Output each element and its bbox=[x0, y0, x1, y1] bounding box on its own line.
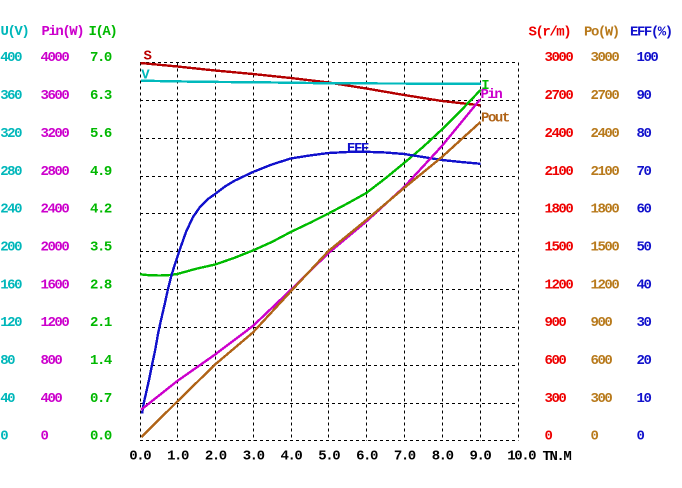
svg-text:160: 160 bbox=[0, 277, 22, 293]
svg-text:2.8: 2.8 bbox=[90, 277, 112, 293]
svg-text:300: 300 bbox=[591, 391, 613, 407]
svg-text:4.0: 4.0 bbox=[281, 449, 303, 465]
svg-text:50: 50 bbox=[637, 239, 652, 255]
svg-text:I: I bbox=[481, 78, 489, 94]
svg-text:40: 40 bbox=[0, 391, 15, 407]
svg-text:240: 240 bbox=[0, 202, 22, 218]
svg-text:60: 60 bbox=[637, 202, 652, 218]
svg-text:2400: 2400 bbox=[591, 126, 620, 142]
svg-text:3000: 3000 bbox=[591, 50, 620, 66]
svg-text:2700: 2700 bbox=[591, 88, 620, 104]
svg-text:5.0: 5.0 bbox=[318, 449, 340, 465]
svg-text:900: 900 bbox=[591, 315, 613, 331]
svg-text:1200: 1200 bbox=[545, 277, 574, 293]
svg-text:400: 400 bbox=[0, 50, 22, 66]
svg-text:2.1: 2.1 bbox=[90, 315, 112, 331]
svg-text:1.0: 1.0 bbox=[167, 449, 189, 465]
svg-text:1500: 1500 bbox=[545, 239, 574, 255]
svg-text:2100: 2100 bbox=[591, 164, 620, 180]
svg-text:600: 600 bbox=[545, 353, 567, 369]
svg-text:Pout: Pout bbox=[481, 111, 510, 127]
svg-text:U(V): U(V) bbox=[1, 24, 29, 40]
svg-text:2100: 2100 bbox=[545, 164, 574, 180]
svg-text:280: 280 bbox=[0, 164, 22, 180]
svg-text:0: 0 bbox=[545, 429, 553, 445]
svg-text:4.2: 4.2 bbox=[90, 202, 112, 218]
svg-text:3.5: 3.5 bbox=[90, 239, 112, 255]
svg-text:Pin(W): Pin(W) bbox=[42, 24, 84, 40]
svg-text:1600: 1600 bbox=[41, 277, 70, 293]
svg-text:9.0: 9.0 bbox=[470, 449, 492, 465]
svg-text:8.0: 8.0 bbox=[432, 449, 454, 465]
svg-text:800: 800 bbox=[41, 353, 63, 369]
svg-text:6.3: 6.3 bbox=[90, 88, 112, 104]
svg-text:0.0: 0.0 bbox=[129, 449, 151, 465]
svg-text:I(A): I(A) bbox=[89, 24, 117, 40]
svg-text:1800: 1800 bbox=[545, 202, 574, 218]
svg-text:320: 320 bbox=[0, 126, 22, 142]
svg-text:70: 70 bbox=[637, 164, 652, 180]
svg-text:EFF(%): EFF(%) bbox=[630, 25, 672, 41]
svg-text:2800: 2800 bbox=[41, 164, 70, 180]
svg-text:10.0: 10.0 bbox=[507, 449, 536, 465]
svg-text:0: 0 bbox=[41, 429, 49, 445]
svg-text:1800: 1800 bbox=[591, 202, 620, 218]
svg-text:40: 40 bbox=[637, 277, 652, 293]
svg-text:3600: 3600 bbox=[41, 88, 70, 104]
svg-text:2400: 2400 bbox=[41, 202, 70, 218]
svg-text:400: 400 bbox=[41, 391, 63, 407]
svg-text:300: 300 bbox=[545, 391, 567, 407]
svg-text:200: 200 bbox=[0, 239, 22, 255]
svg-text:20: 20 bbox=[637, 353, 652, 369]
svg-text:1200: 1200 bbox=[591, 277, 620, 293]
svg-text:2400: 2400 bbox=[545, 126, 574, 142]
svg-text:7.0: 7.0 bbox=[90, 50, 112, 66]
svg-text:6.0: 6.0 bbox=[356, 449, 378, 465]
svg-text:360: 360 bbox=[0, 88, 22, 104]
svg-text:2.0: 2.0 bbox=[205, 449, 227, 465]
svg-text:1200: 1200 bbox=[41, 315, 70, 331]
svg-text:80: 80 bbox=[637, 126, 652, 142]
svg-text:4.9: 4.9 bbox=[90, 164, 112, 180]
svg-text:900: 900 bbox=[545, 315, 567, 331]
svg-text:120: 120 bbox=[0, 315, 22, 331]
svg-text:TN.M: TN.M bbox=[543, 449, 572, 465]
svg-text:7.0: 7.0 bbox=[394, 449, 416, 465]
svg-text:1.4: 1.4 bbox=[90, 353, 112, 369]
svg-text:V: V bbox=[141, 67, 150, 83]
svg-text:Pin: Pin bbox=[481, 87, 503, 103]
svg-text:100: 100 bbox=[637, 50, 659, 66]
svg-text:10: 10 bbox=[637, 391, 652, 407]
svg-text:0: 0 bbox=[591, 429, 599, 445]
svg-text:3200: 3200 bbox=[41, 126, 70, 142]
svg-text:2000: 2000 bbox=[41, 239, 70, 255]
svg-text:80: 80 bbox=[0, 353, 15, 369]
svg-text:Po(W): Po(W) bbox=[584, 25, 619, 41]
svg-text:2700: 2700 bbox=[545, 88, 574, 104]
svg-text:90: 90 bbox=[637, 88, 652, 104]
svg-text:1500: 1500 bbox=[591, 239, 620, 255]
svg-text:4000: 4000 bbox=[41, 50, 70, 66]
svg-text:3.0: 3.0 bbox=[243, 449, 265, 465]
svg-text:5.6: 5.6 bbox=[90, 126, 112, 142]
svg-text:0: 0 bbox=[0, 429, 8, 445]
svg-text:0.0: 0.0 bbox=[90, 429, 112, 445]
svg-text:EFF: EFF bbox=[347, 141, 369, 157]
svg-text:0.7: 0.7 bbox=[90, 391, 112, 407]
svg-text:600: 600 bbox=[591, 353, 613, 369]
svg-text:0: 0 bbox=[637, 429, 645, 445]
svg-text:S(r/m): S(r/m) bbox=[529, 25, 571, 41]
svg-text:S: S bbox=[144, 49, 152, 65]
svg-text:30: 30 bbox=[637, 315, 652, 331]
svg-text:3000: 3000 bbox=[545, 50, 574, 66]
